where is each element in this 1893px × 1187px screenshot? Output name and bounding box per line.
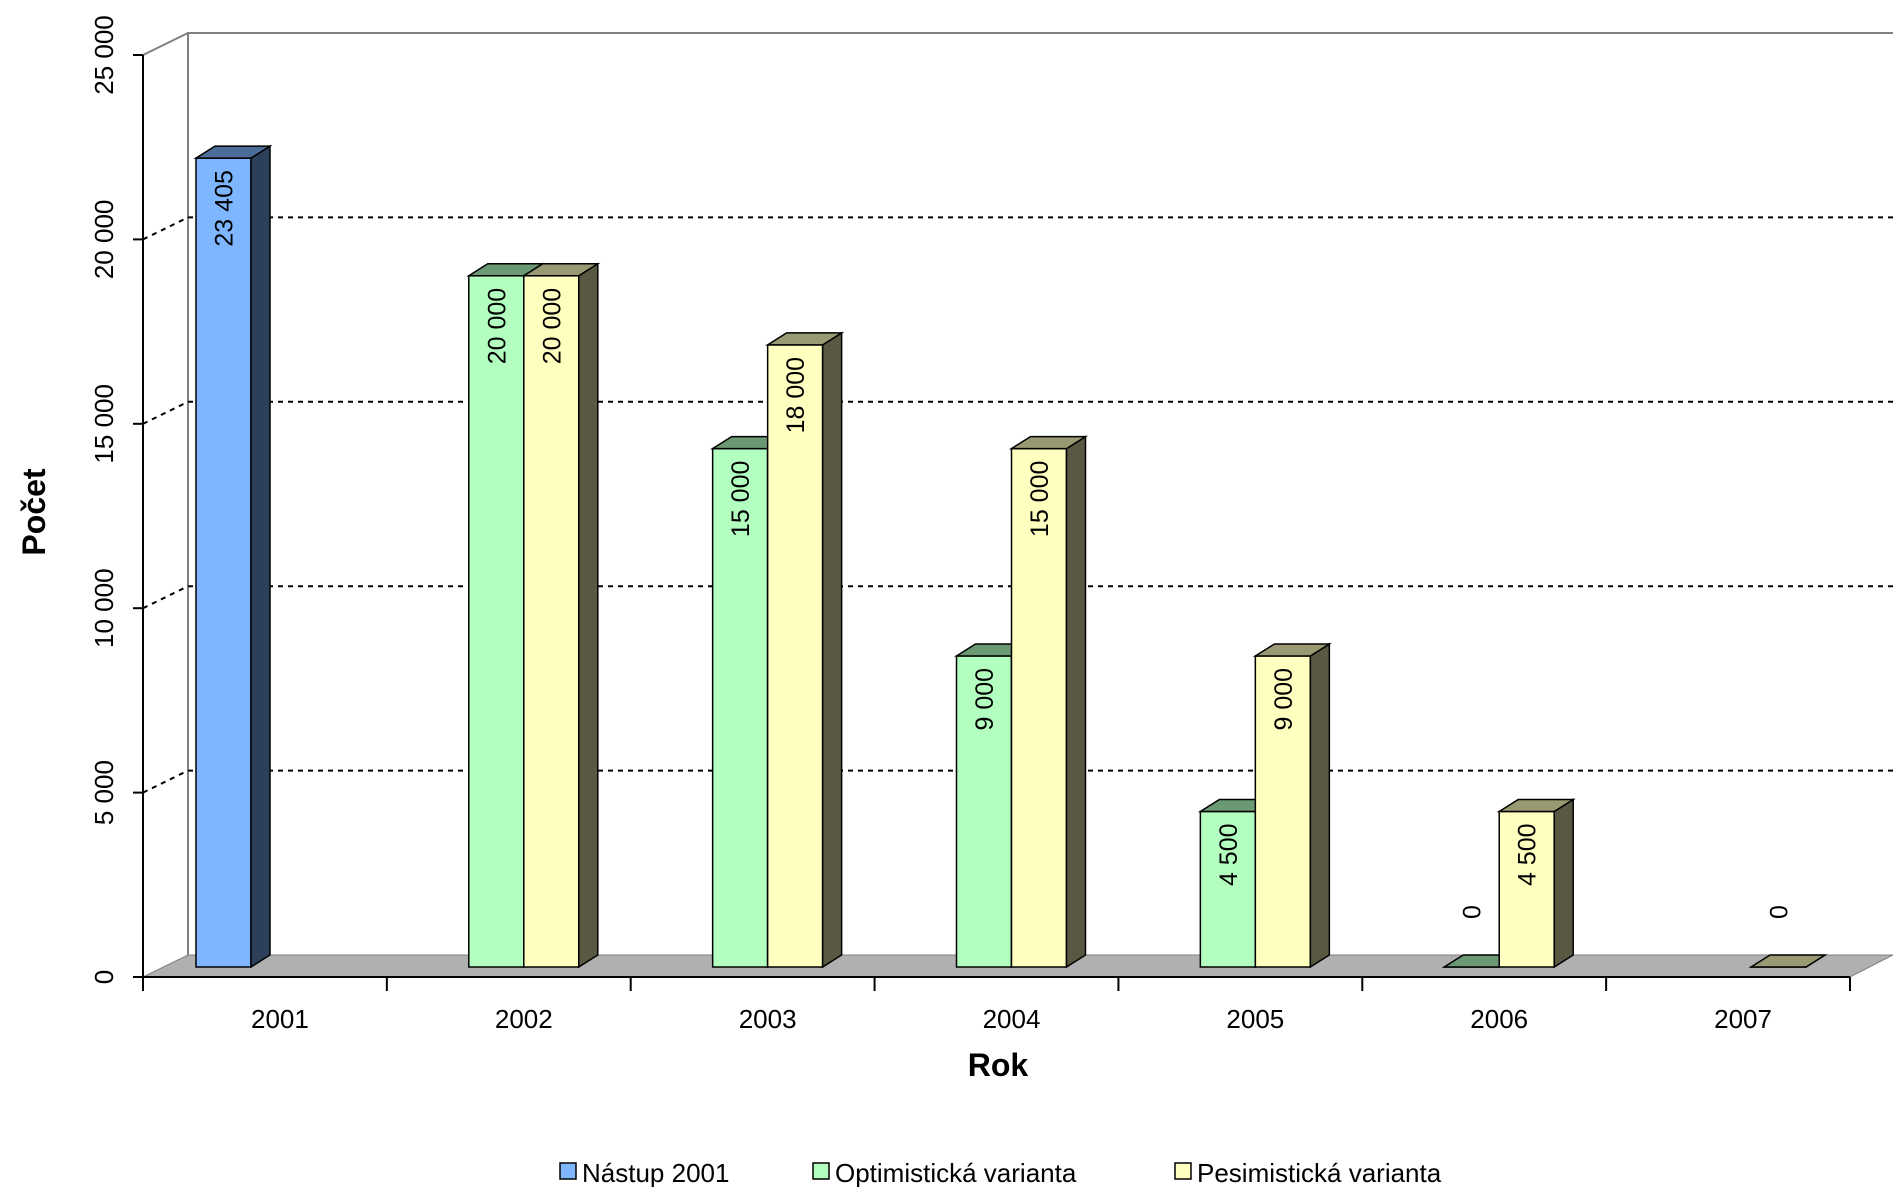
bar <box>193 144 273 969</box>
bar-side <box>250 144 271 969</box>
bar-side <box>821 331 843 969</box>
bar-side <box>1065 435 1087 969</box>
data-label: 9 000 <box>971 668 999 731</box>
x-tick-label: 2004 <box>983 1004 1041 1034</box>
bar-front <box>766 344 824 968</box>
legend-label: Pesimistická varianta <box>1197 1158 1442 1187</box>
data-label: 0 <box>1459 905 1487 919</box>
y-tick-label: 15 000 <box>89 384 119 464</box>
x-tick-label: 2003 <box>739 1004 797 1034</box>
bar-top <box>1496 798 1576 813</box>
legend-item: Pesimistická varianta <box>1174 1158 1442 1187</box>
bar-side <box>1309 642 1331 969</box>
data-label: 4 500 <box>1215 823 1243 886</box>
bar <box>1008 435 1089 969</box>
bar-front <box>1498 810 1555 968</box>
bar-front <box>711 447 769 968</box>
data-label: 4 500 <box>1514 823 1542 886</box>
bar-top <box>765 332 845 346</box>
legend-swatch <box>1174 1162 1192 1180</box>
y-tick-label: 25 000 <box>89 15 119 95</box>
gridline-diagonal <box>142 216 189 241</box>
bar-front <box>468 275 525 968</box>
bar-top <box>193 145 273 159</box>
x-tick-label: 2007 <box>1714 1004 1772 1034</box>
bar <box>521 262 601 969</box>
x-tick-label: 2005 <box>1226 1004 1284 1034</box>
bar-side <box>578 262 599 969</box>
legend-item: Nástup 2001 <box>559 1158 729 1187</box>
y-tick-label: 0 <box>89 970 119 984</box>
data-label: 15 000 <box>1026 461 1054 537</box>
bar-top <box>521 263 601 277</box>
data-label: 20 000 <box>538 288 566 364</box>
bar-top <box>1008 435 1089 450</box>
gridline-diagonal <box>142 585 189 610</box>
legend-label: Optimistická varianta <box>835 1158 1077 1187</box>
bar-front <box>1199 810 1257 968</box>
bar-front <box>1254 655 1312 968</box>
data-label: 18 000 <box>782 357 810 433</box>
legend-item: Optimistická varianta <box>812 1158 1077 1187</box>
data-label: 0 <box>1766 905 1794 919</box>
bar <box>765 331 845 969</box>
legend-label: Nástup 2001 <box>582 1158 729 1187</box>
y-axis-title: Počet <box>16 468 52 555</box>
gridline-diagonal <box>142 400 189 425</box>
bar-front <box>523 275 580 968</box>
data-label: 9 000 <box>1270 668 1298 731</box>
y-tick-label: 10 000 <box>89 568 119 648</box>
bar-top <box>1252 643 1332 657</box>
gridline-diagonal <box>142 769 189 794</box>
y-tick-label: 20 000 <box>89 200 119 280</box>
data-label: 15 000 <box>727 461 755 537</box>
data-label: 23 405 <box>211 170 239 246</box>
bar <box>1748 954 1828 968</box>
x-tick-label: 2001 <box>251 1004 309 1034</box>
legend-swatch <box>812 1162 830 1180</box>
y-tick-label: 5 000 <box>89 760 119 825</box>
bar-top <box>1748 954 1828 968</box>
bar-front <box>955 655 1013 968</box>
x-tick-label: 2002 <box>495 1004 553 1034</box>
top-edge <box>142 32 189 56</box>
x-axis-title: Rok <box>968 1047 1029 1083</box>
x-tick-label: 2006 <box>1470 1004 1528 1034</box>
bar-front <box>195 157 252 968</box>
bar <box>1496 798 1576 969</box>
legend-swatch <box>559 1162 577 1180</box>
bar <box>1252 642 1332 969</box>
data-label: 20 000 <box>483 288 511 364</box>
bar-side <box>1553 798 1574 969</box>
